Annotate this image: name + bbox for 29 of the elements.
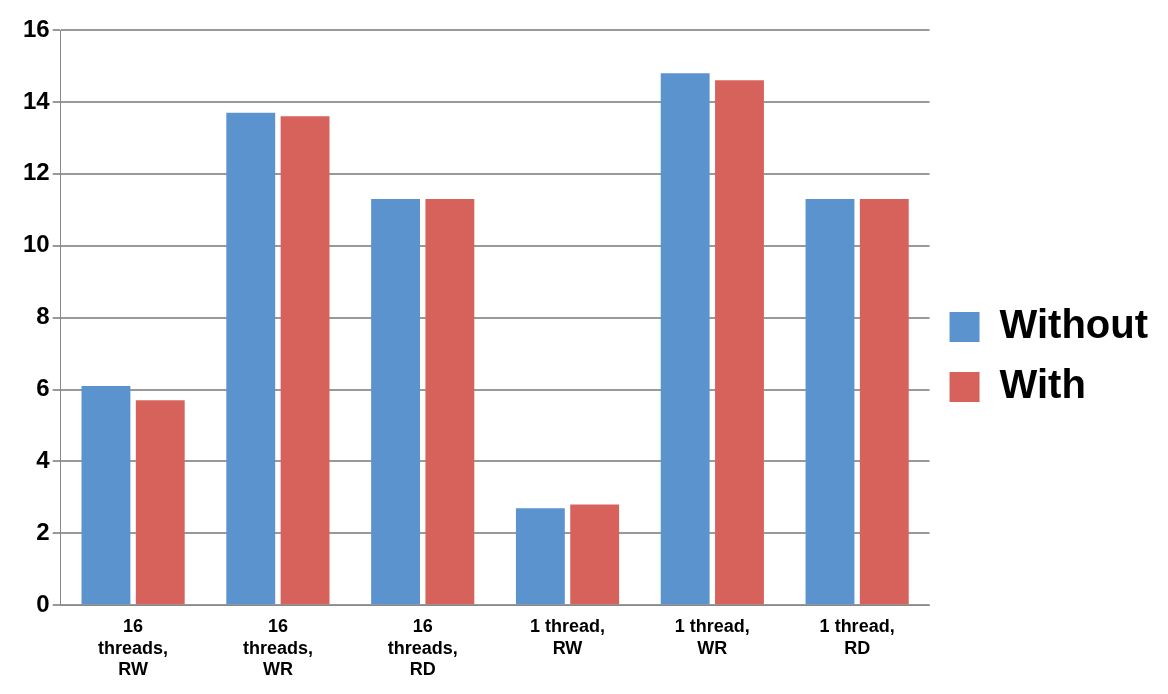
y-tick-label: 14 bbox=[22, 86, 51, 114]
y-tick-label: 10 bbox=[22, 230, 50, 258]
y-tick-label: 8 bbox=[36, 302, 50, 330]
bar bbox=[660, 73, 710, 605]
bar bbox=[425, 198, 475, 605]
legend-label: With bbox=[999, 362, 1086, 407]
y-tick-label: 6 bbox=[36, 374, 50, 402]
bar bbox=[81, 385, 131, 605]
bar bbox=[371, 198, 420, 605]
x-tick-label: 1 thread, WR bbox=[674, 615, 750, 658]
y-tick-label: 0 bbox=[36, 589, 50, 617]
x-tick-label: 1 thread, RD bbox=[819, 615, 895, 658]
bar bbox=[570, 504, 620, 605]
bar bbox=[226, 112, 276, 605]
bar bbox=[805, 198, 855, 605]
y-tick-label: 2 bbox=[36, 517, 50, 545]
y-tick-label: 4 bbox=[36, 446, 51, 474]
x-tick-label: 1 thread, RW bbox=[530, 615, 606, 658]
bar bbox=[135, 400, 185, 605]
bar bbox=[515, 508, 565, 605]
bar bbox=[859, 198, 909, 605]
y-tick-label: 12 bbox=[22, 158, 50, 186]
bar bbox=[280, 116, 330, 605]
x-tick-label: 16 threads, RD bbox=[387, 615, 458, 680]
y-tick-label: 16 bbox=[22, 14, 50, 42]
x-tick-label: 16 threads, RW bbox=[98, 615, 169, 680]
bar bbox=[715, 80, 764, 605]
legend-label: Without bbox=[999, 302, 1149, 347]
x-tick-label: 16 threads, WR bbox=[242, 615, 313, 680]
